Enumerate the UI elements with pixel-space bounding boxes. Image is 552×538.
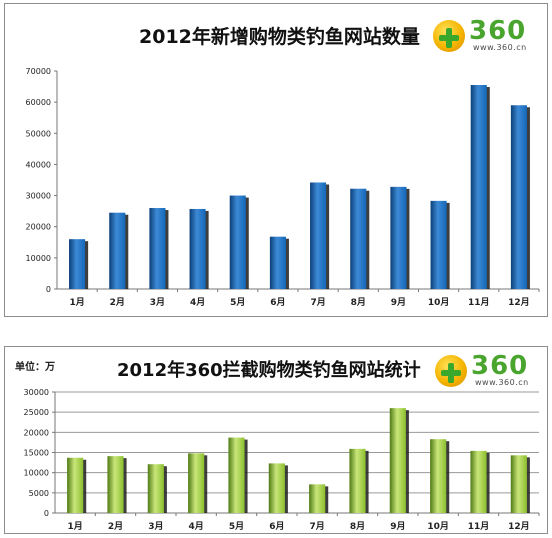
x-tick-label: 4月 xyxy=(190,297,205,308)
y-tick-label: 30000 xyxy=(26,192,51,201)
logo-text: 360 xyxy=(469,16,527,46)
x-tick-label: 3月 xyxy=(150,297,165,308)
x-tick-label: 1月 xyxy=(69,297,84,308)
x-tick-label: 5月 xyxy=(230,297,245,308)
bar xyxy=(470,450,487,513)
x-tick-label: 2月 xyxy=(110,297,125,308)
x-tick-label: 9月 xyxy=(391,297,406,308)
unit-label: 单位：万 xyxy=(15,362,55,373)
bar xyxy=(470,85,487,289)
360-logo-icon xyxy=(433,20,465,52)
360-logo-icon xyxy=(435,355,467,387)
x-tick-label: 10月 xyxy=(427,521,449,532)
y-tick-label: 15000 xyxy=(24,449,49,458)
y-tick-label: 50000 xyxy=(26,129,51,138)
x-tick-label: 6月 xyxy=(270,297,285,308)
y-tick-label: 40000 xyxy=(26,160,51,169)
bar xyxy=(430,439,447,513)
y-tick-label: 20000 xyxy=(24,428,49,437)
x-tick-label: 11月 xyxy=(468,521,490,532)
x-tick-label: 6月 xyxy=(269,521,284,532)
chart-canvas: 0 10000 20000 30000 40000 50000 60000 70000 1月 2月… xyxy=(26,67,540,308)
360-logo: 360 www.360.cn xyxy=(433,16,551,54)
y-tick-label: 60000 xyxy=(26,98,51,107)
new-phishing-sites-chart: 2012年新增购物类钓鱼网站数量 360 www.360.cn 0 10000 20… xyxy=(4,3,548,317)
bar xyxy=(107,456,124,513)
bar xyxy=(269,236,286,289)
x-tick-label: 8月 xyxy=(351,297,366,308)
bar xyxy=(350,188,367,289)
bar xyxy=(69,239,86,289)
x-tick-label: 7月 xyxy=(310,297,325,308)
bar xyxy=(149,208,166,289)
bar xyxy=(310,182,327,289)
chart-title: 2012年新增购物类钓鱼网站数量 xyxy=(139,26,420,48)
x-tick-label: 12月 xyxy=(508,297,530,308)
x-tick-label: 9月 xyxy=(390,521,405,532)
x-tick-label: 3月 xyxy=(148,521,163,532)
bar xyxy=(430,200,447,289)
bar xyxy=(389,408,406,513)
bar xyxy=(229,195,246,289)
logo-url: www.360.cn xyxy=(475,378,529,387)
y-tick-label: 25000 xyxy=(24,408,49,417)
y-tick-label: 0 xyxy=(44,509,49,518)
bar xyxy=(67,457,84,513)
bar xyxy=(188,453,205,513)
x-tick-label: 5月 xyxy=(229,521,244,532)
x-tick-label: 10月 xyxy=(428,297,450,308)
x-tick-label: 8月 xyxy=(350,521,365,532)
y-tick-label: 70000 xyxy=(26,67,51,76)
bar xyxy=(228,437,245,513)
x-tick-label: 7月 xyxy=(310,521,325,532)
y-tick-label: 0 xyxy=(46,285,51,294)
y-tick-label: 5000 xyxy=(29,489,49,498)
x-tick-label: 4月 xyxy=(189,521,204,532)
x-tick-label: 11月 xyxy=(468,297,490,308)
x-tick-label: 2月 xyxy=(108,521,123,532)
bar xyxy=(268,463,285,513)
bar xyxy=(349,448,366,513)
x-tick-label: 1月 xyxy=(68,521,83,532)
bar xyxy=(390,186,407,289)
chart-title: 2012年360拦截购物类钓鱼网站统计 xyxy=(117,360,421,381)
bar xyxy=(147,464,164,513)
y-tick-label: 10000 xyxy=(24,469,49,478)
bar xyxy=(189,208,206,289)
y-tick-label: 20000 xyxy=(26,223,51,232)
logo-text: 360 xyxy=(471,351,529,381)
blocked-phishing-sites-chart: 单位：万 2012年360拦截购物类钓鱼网站统计 360 www.360.cn … xyxy=(4,346,548,534)
x-tick-label: 12月 xyxy=(508,521,530,532)
y-tick-label: 30000 xyxy=(24,388,49,397)
bar xyxy=(510,455,527,513)
360-logo: 360 www.360.cn xyxy=(435,351,552,389)
bar xyxy=(309,484,326,513)
bar xyxy=(109,212,126,289)
logo-url: www.360.cn xyxy=(473,43,527,52)
chart-canvas: 0 5000 10000 15000 20000 25000 30000 1月 2月 3月 4月 5月… xyxy=(24,388,540,532)
y-tick-label: 10000 xyxy=(26,254,51,263)
bar xyxy=(510,105,527,289)
